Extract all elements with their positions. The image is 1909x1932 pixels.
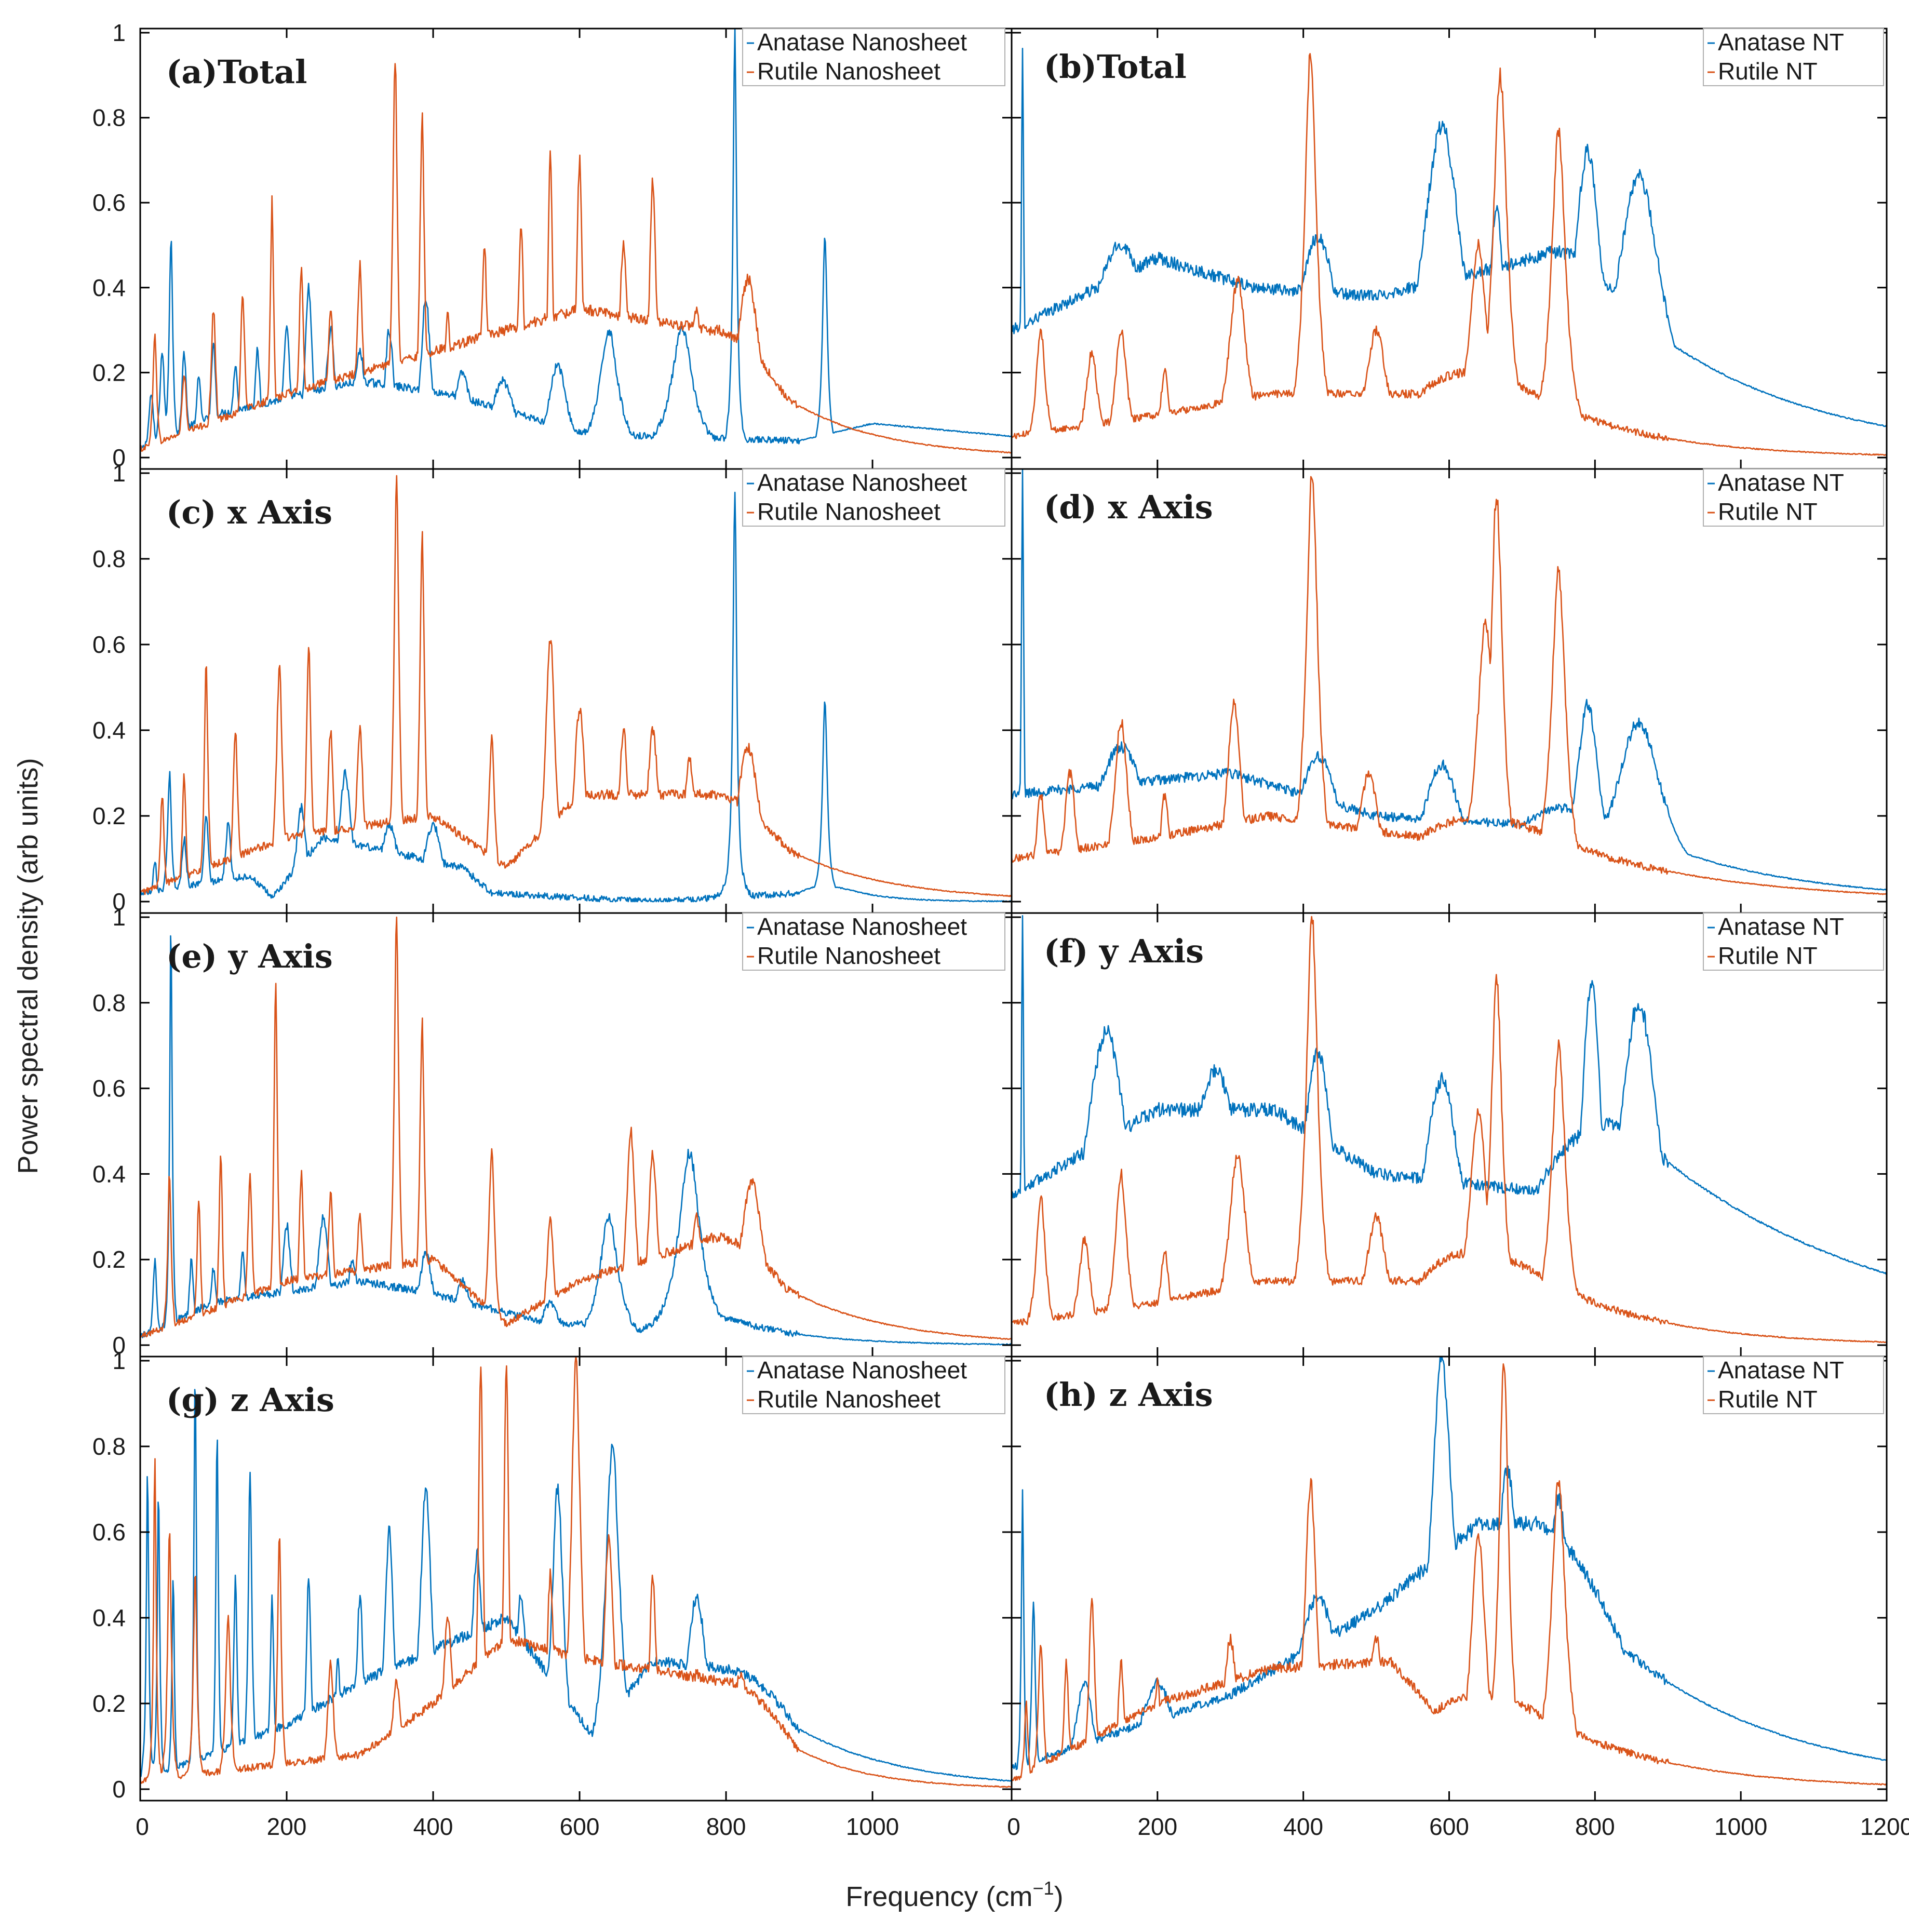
- legend-entry: Rutile Nanosheet: [757, 58, 940, 85]
- series-line-rutile-nanosheet: [140, 916, 1012, 1340]
- y-axis-label: Power spectral density (arb units): [12, 758, 44, 1174]
- x-axis-label-main: Frequency (cm: [845, 1881, 1032, 1912]
- x-tick-label: 400: [413, 1813, 453, 1840]
- legend-entry: Anatase Nanosheet: [757, 29, 967, 56]
- series-line-rutile-nanosheet: [140, 63, 1012, 454]
- y-tick-label: 0.6: [92, 189, 126, 216]
- legend-box: [742, 913, 1005, 971]
- x-axis-label-close: ): [1054, 1881, 1064, 1912]
- legend-box: [1703, 28, 1884, 86]
- x-tick-label: 600: [560, 1813, 600, 1840]
- series-line-rutile-nt: [1012, 1363, 1887, 1786]
- x-tick-label: 0: [136, 1813, 149, 1840]
- y-tick-label: 0.8: [92, 1433, 126, 1460]
- series-line-anatase-nanosheet: [140, 29, 1012, 449]
- x-tick-label: 200: [267, 1813, 307, 1840]
- x-tick-label: 1000: [1714, 1813, 1767, 1840]
- legend-box: [1703, 468, 1884, 527]
- panel-title: (d) x Axis: [1044, 488, 1213, 526]
- series-line-rutile-nt: [1012, 53, 1887, 456]
- y-tick-label: 0.6: [92, 631, 126, 658]
- series-line-anatase-nanosheet: [140, 1389, 1012, 1782]
- panel-title: (h) z Axis: [1044, 1376, 1213, 1414]
- x-tick-label: 600: [1429, 1813, 1469, 1840]
- legend-entry: Anatase NT: [1718, 469, 1844, 496]
- legend-entry: Rutile NT: [1718, 942, 1818, 969]
- y-tick-label: 0.4: [92, 1604, 126, 1631]
- legend-entry: Anatase NT: [1718, 29, 1844, 56]
- y-tick-label: 1: [112, 19, 126, 46]
- panel-title: (a)Total: [166, 53, 307, 91]
- legend-entry: Rutile NT: [1718, 58, 1818, 85]
- y-tick-label: 1: [112, 904, 126, 931]
- y-tick-label: 0: [112, 1332, 126, 1359]
- legend-entry: Rutile NT: [1718, 1386, 1818, 1413]
- legend-box: [742, 1356, 1005, 1414]
- legend-entry: Anatase Nanosheet: [757, 1357, 967, 1384]
- panel-title: (c) x Axis: [166, 493, 332, 531]
- y-tick-label: 1: [112, 460, 126, 487]
- legend-entry: Anatase NT: [1718, 913, 1844, 940]
- legend-box: [742, 468, 1005, 527]
- y-tick-label: 0.4: [92, 717, 126, 744]
- series-line-rutile-nanosheet: [140, 475, 1012, 897]
- y-tick-label: 0.2: [92, 1690, 126, 1717]
- y-tick-label: 0.6: [92, 1519, 126, 1546]
- y-tick-label: 0.2: [92, 802, 126, 829]
- x-tick-label: 800: [1575, 1813, 1615, 1840]
- legend-entry: Anatase Nanosheet: [757, 469, 967, 496]
- panel-8: 0 200 400 600 800 1000 1200 (h) z Axis Anatase N…: [1007, 1356, 1909, 1840]
- legend-entry: Anatase NT: [1718, 1357, 1844, 1384]
- series-line-rutile-nt: [1012, 916, 1887, 1344]
- panel-title: (f) y Axis: [1044, 932, 1204, 970]
- series-line-anatase-nt: [1012, 48, 1887, 427]
- panel-title: (b)Total: [1044, 48, 1187, 86]
- legend-entry: Anatase Nanosheet: [757, 913, 967, 940]
- y-tick-label: 0.8: [92, 989, 126, 1016]
- panel-title: (e) y Axis: [166, 937, 333, 975]
- series-line-rutile-nanosheet: [140, 1357, 1012, 1788]
- y-tick-label: 0: [112, 888, 126, 915]
- legend-entry: Rutile Nanosheet: [757, 498, 940, 525]
- y-tick-label: 0: [112, 444, 126, 471]
- series-line-anatase-nanosheet: [140, 491, 1012, 903]
- x-tick-label: 0: [1007, 1813, 1020, 1840]
- legend-entry: Rutile NT: [1718, 498, 1818, 525]
- x-tick-label: 400: [1283, 1813, 1323, 1840]
- series-line-anatase-nt: [1012, 915, 1887, 1275]
- x-tick-label: 1200: [1860, 1813, 1909, 1840]
- x-axis-label-sup: −1: [1033, 1877, 1054, 1899]
- panel-3: 0 0.2 0.4 0.6 0.8 1 (c) x Axis Anatase Nanoshee…: [92, 460, 1013, 915]
- series-line-anatase-nt: [1012, 469, 1887, 891]
- x-axis-label: Frequency (cm−1): [845, 1877, 1063, 1912]
- y-tick-label: 0.6: [92, 1075, 126, 1102]
- x-tick-label: 800: [706, 1813, 746, 1840]
- y-tick-label: 0.2: [92, 1246, 126, 1273]
- y-tick-label: 0.8: [92, 104, 126, 131]
- y-tick-label: 0.4: [92, 1160, 126, 1187]
- legend-box: [1703, 1356, 1884, 1414]
- legend-entry: Rutile Nanosheet: [757, 1386, 940, 1413]
- legend-entry: Rutile Nanosheet: [757, 942, 940, 969]
- series-line-rutile-nt: [1012, 476, 1887, 895]
- panel-7: 0 0.2 0.4 0.6 0.8 1 0 200 400 600 800 1000 (g) z Axi…: [92, 1347, 1013, 1840]
- panel-title: (g) z Axis: [166, 1381, 334, 1419]
- y-tick-label: 1: [112, 1347, 126, 1374]
- y-tick-label: 0: [112, 1776, 126, 1803]
- x-tick-label: 1000: [846, 1813, 899, 1840]
- y-tick-label: 0.8: [92, 545, 126, 572]
- y-tick-label: 0.4: [92, 274, 126, 301]
- y-tick-label: 0.2: [92, 359, 126, 386]
- legend-box: [742, 28, 1005, 86]
- series-line-anatase-nanosheet: [140, 935, 1012, 1346]
- legend-box: [1703, 913, 1884, 971]
- x-tick-label: 200: [1137, 1813, 1177, 1840]
